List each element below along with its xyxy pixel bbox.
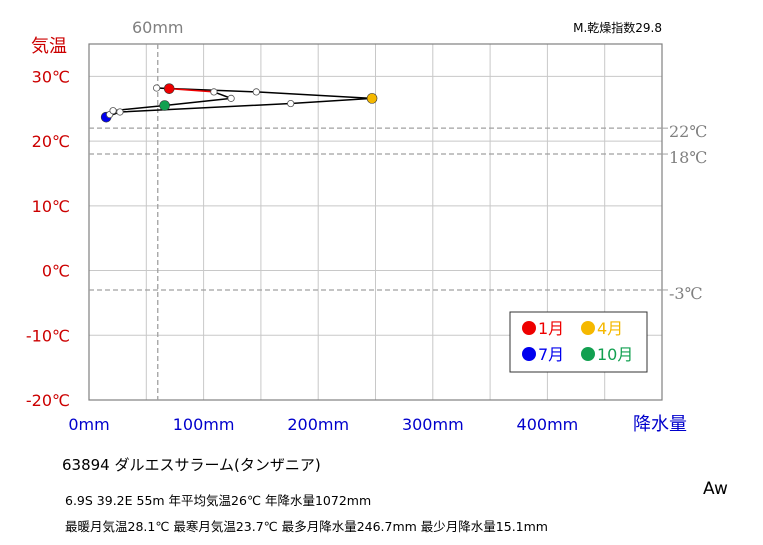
legend-marker-7: [522, 347, 536, 361]
month-9-marker: [109, 107, 117, 115]
legend-box: [509, 311, 648, 373]
x-tick-label: 200mm: [287, 415, 349, 434]
x-axis-title: 降水量: [633, 414, 687, 435]
month-12-marker: [210, 88, 218, 96]
y-tick-label: -10℃: [26, 326, 70, 345]
y-axis-title: 気温: [31, 36, 67, 57]
legend-marker-4: [581, 321, 595, 335]
legend-label-10: 10月: [597, 345, 633, 364]
month-4-marker: [366, 93, 378, 104]
month-10-marker: [159, 100, 170, 111]
y-tick-label: 30℃: [32, 67, 70, 86]
reference-label-y: 22℃: [669, 122, 707, 141]
koppen-climate-class: Aw: [703, 479, 728, 499]
y-tick-label: 0℃: [42, 262, 70, 281]
x-tick-label: 400mm: [517, 415, 579, 434]
plot-frame: [88, 43, 663, 401]
legend-marker-10: [581, 347, 595, 361]
climograph-chart: 60mm 22℃ 18℃ -3℃ -20℃ -10℃ 0℃ 10℃ 20℃ 30℃ 気温 0mm 100…: [26, 18, 707, 435]
aridity-index: M.乾燥指数29.8: [573, 20, 662, 35]
x-tick-label: 300mm: [402, 415, 464, 434]
y-tick-label: 10℃: [32, 197, 70, 216]
y-tick-label: 20℃: [32, 132, 70, 151]
month-2-marker: [153, 84, 161, 92]
month-6-marker: [116, 108, 124, 116]
x-tick-label: 100mm: [173, 415, 235, 434]
station-location-summary: 6.9S 39.2E 55m 年平均気温26℃ 年降水量1072mm: [65, 493, 372, 508]
month-11-marker: [227, 94, 235, 102]
month-1-marker: [163, 83, 175, 94]
y-tick-label: -20℃: [26, 391, 70, 410]
station-name: 63894 ダルエスサラーム(タンザニア): [62, 456, 321, 474]
legend-label-1: 1月: [538, 319, 564, 338]
legend-label-4: 4月: [597, 319, 623, 338]
reference-label-x: 60mm: [132, 18, 184, 37]
reference-label-y: 18℃: [669, 148, 707, 167]
month-3-marker: [252, 88, 260, 96]
x-tick-label: 0mm: [68, 415, 109, 434]
dec-to-jan-segment: [169, 87, 214, 93]
month-5-marker: [287, 99, 295, 108]
legend-label-7: 7月: [538, 345, 564, 364]
monthly-extremes-summary: 最暖月気温28.1℃ 最寒月気温23.7℃ 最多月降水量246.7mm 最少月降…: [65, 519, 548, 534]
legend-marker-1: [522, 321, 536, 335]
reference-label-y: -3℃: [669, 284, 702, 303]
